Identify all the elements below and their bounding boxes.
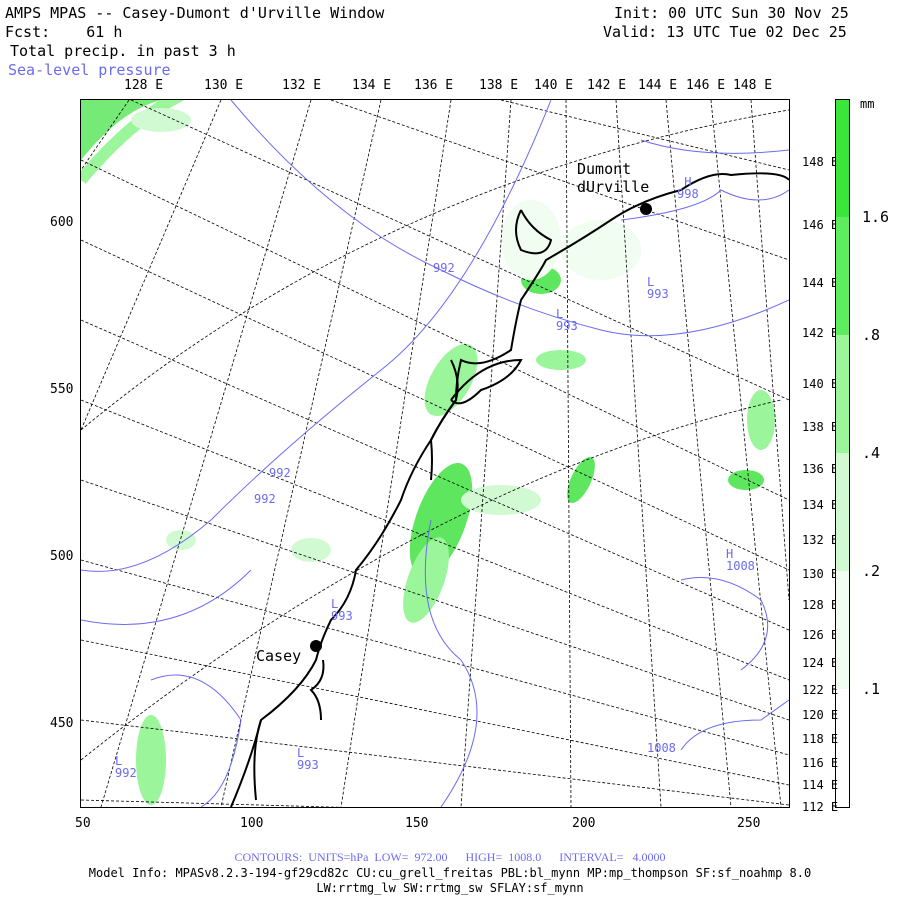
- pressure-high-label: H 998: [677, 175, 699, 201]
- graticule: [80, 99, 790, 821]
- left-tick: 600: [50, 215, 74, 230]
- top-axis: 128 E 130 E 132 E 134 E 136 E 138 E 140 …: [0, 77, 900, 97]
- colorbar-label: 1.6: [862, 208, 890, 226]
- left-tick: 550: [50, 382, 74, 397]
- right-tick: 122 E: [802, 683, 839, 697]
- map-title: AMPS MPAS -- Casey-Dumont d'Urville Wind…: [5, 4, 385, 22]
- right-tick: 148 E: [802, 155, 839, 169]
- station-label-dumont: Dumont dUrville: [577, 160, 650, 196]
- colorbar-label: .4: [862, 444, 881, 462]
- pressure-contour-label: 992: [269, 466, 291, 480]
- station-label-casey: Casey: [256, 647, 302, 665]
- right-tick: 142 E: [802, 326, 839, 340]
- pressure-high-label: H 1008: [726, 547, 755, 573]
- right-tick: 128 E: [802, 598, 839, 612]
- colorbar-segment: [836, 100, 849, 217]
- right-tick: 134 E: [802, 498, 839, 512]
- right-tick: 116 E: [802, 756, 839, 770]
- colorbar-segment: [836, 335, 849, 453]
- bottom-tick: 50: [75, 816, 91, 831]
- right-tick: 132 E: [802, 533, 839, 547]
- top-tick: 134 E: [352, 78, 392, 93]
- top-tick: 136 E: [414, 78, 454, 93]
- colorbar-label: .8: [862, 326, 881, 344]
- pressure-contours: [80, 99, 790, 808]
- right-tick: 120 E: [802, 708, 839, 722]
- top-tick: 138 E: [479, 78, 519, 93]
- right-tick: 118 E: [802, 732, 839, 746]
- top-tick: 140 E: [534, 78, 574, 93]
- bottom-tick: 100: [240, 816, 264, 831]
- colorbar-label: .1: [862, 680, 881, 698]
- bottom-tick: 200: [572, 816, 596, 831]
- right-tick: 146 E: [802, 218, 839, 232]
- pressure-contour-label: 992: [433, 261, 455, 275]
- colorbar-segment: [836, 453, 849, 571]
- left-tick: 500: [50, 549, 74, 564]
- top-tick: 132 E: [282, 78, 322, 93]
- physics-info: LW:rrtmg_lw SW:rrtmg_sw SFLAY:sf_mynn: [316, 881, 584, 895]
- right-tick: 126 E: [802, 628, 839, 642]
- right-tick: 136 E: [802, 462, 839, 476]
- top-tick: 130 E: [204, 78, 244, 93]
- right-tick: 114 E: [802, 778, 839, 792]
- pressure-contour-label: 992: [254, 492, 276, 506]
- top-tick: 128 E: [124, 78, 164, 93]
- pressure-low-label: L 992: [115, 754, 137, 780]
- colorbar-unit: mm: [860, 97, 875, 111]
- pressure-low-label: L 993: [297, 746, 319, 772]
- map-panel: Dumont dUrville Casey H 998 L 993 L 993 992…: [76, 89, 790, 821]
- contour-info: CONTOURS: UNITS=hPa LOW= 972.00 HIGH= 10…: [234, 850, 666, 864]
- top-tick: 146 E: [686, 78, 726, 93]
- right-tick: 112 E: [802, 800, 839, 814]
- bottom-tick: 250: [737, 816, 761, 831]
- pressure-low-label: L 993: [647, 275, 669, 301]
- field-name: Total precip. in past 3 h: [10, 42, 236, 60]
- colorbar-label: .2: [862, 562, 881, 580]
- right-tick: 124 E: [802, 656, 839, 670]
- precip-field: [76, 89, 775, 805]
- init-time: Init: 00 UTC Sun 30 Nov 25: [614, 4, 849, 22]
- top-tick: 144 E: [638, 78, 678, 93]
- station-marker-dumont: [640, 203, 652, 215]
- colorbar-segment: [836, 217, 849, 335]
- left-tick: 450: [50, 716, 74, 731]
- top-tick: 142 E: [587, 78, 627, 93]
- right-tick: 144 E: [802, 276, 839, 290]
- top-tick: 148 E: [733, 78, 773, 93]
- map-canvas: [76, 89, 790, 821]
- pressure-low-label: L 993: [556, 307, 578, 333]
- pressure-low-label: L 993: [331, 597, 353, 623]
- colorbar-segment: [836, 571, 849, 689]
- bottom-tick: 150: [405, 816, 429, 831]
- right-tick: 138 E: [802, 420, 839, 434]
- coastline: [230, 172, 790, 808]
- right-tick: 140 E: [802, 377, 839, 391]
- colorbar-strip: [835, 99, 850, 808]
- model-info: Model Info: MPASv8.2.3-194-gf29cd82c CU:…: [88, 866, 812, 880]
- pressure-contour-label: 1008: [647, 741, 676, 755]
- forecast-hour: Fcst: 61 h: [5, 23, 123, 41]
- station-marker-casey: [310, 640, 322, 652]
- overlay-name: Sea-level pressure: [8, 61, 171, 79]
- right-tick: 130 E: [802, 567, 839, 581]
- valid-time: Valid: 13 UTC Tue 02 Dec 25: [603, 23, 847, 41]
